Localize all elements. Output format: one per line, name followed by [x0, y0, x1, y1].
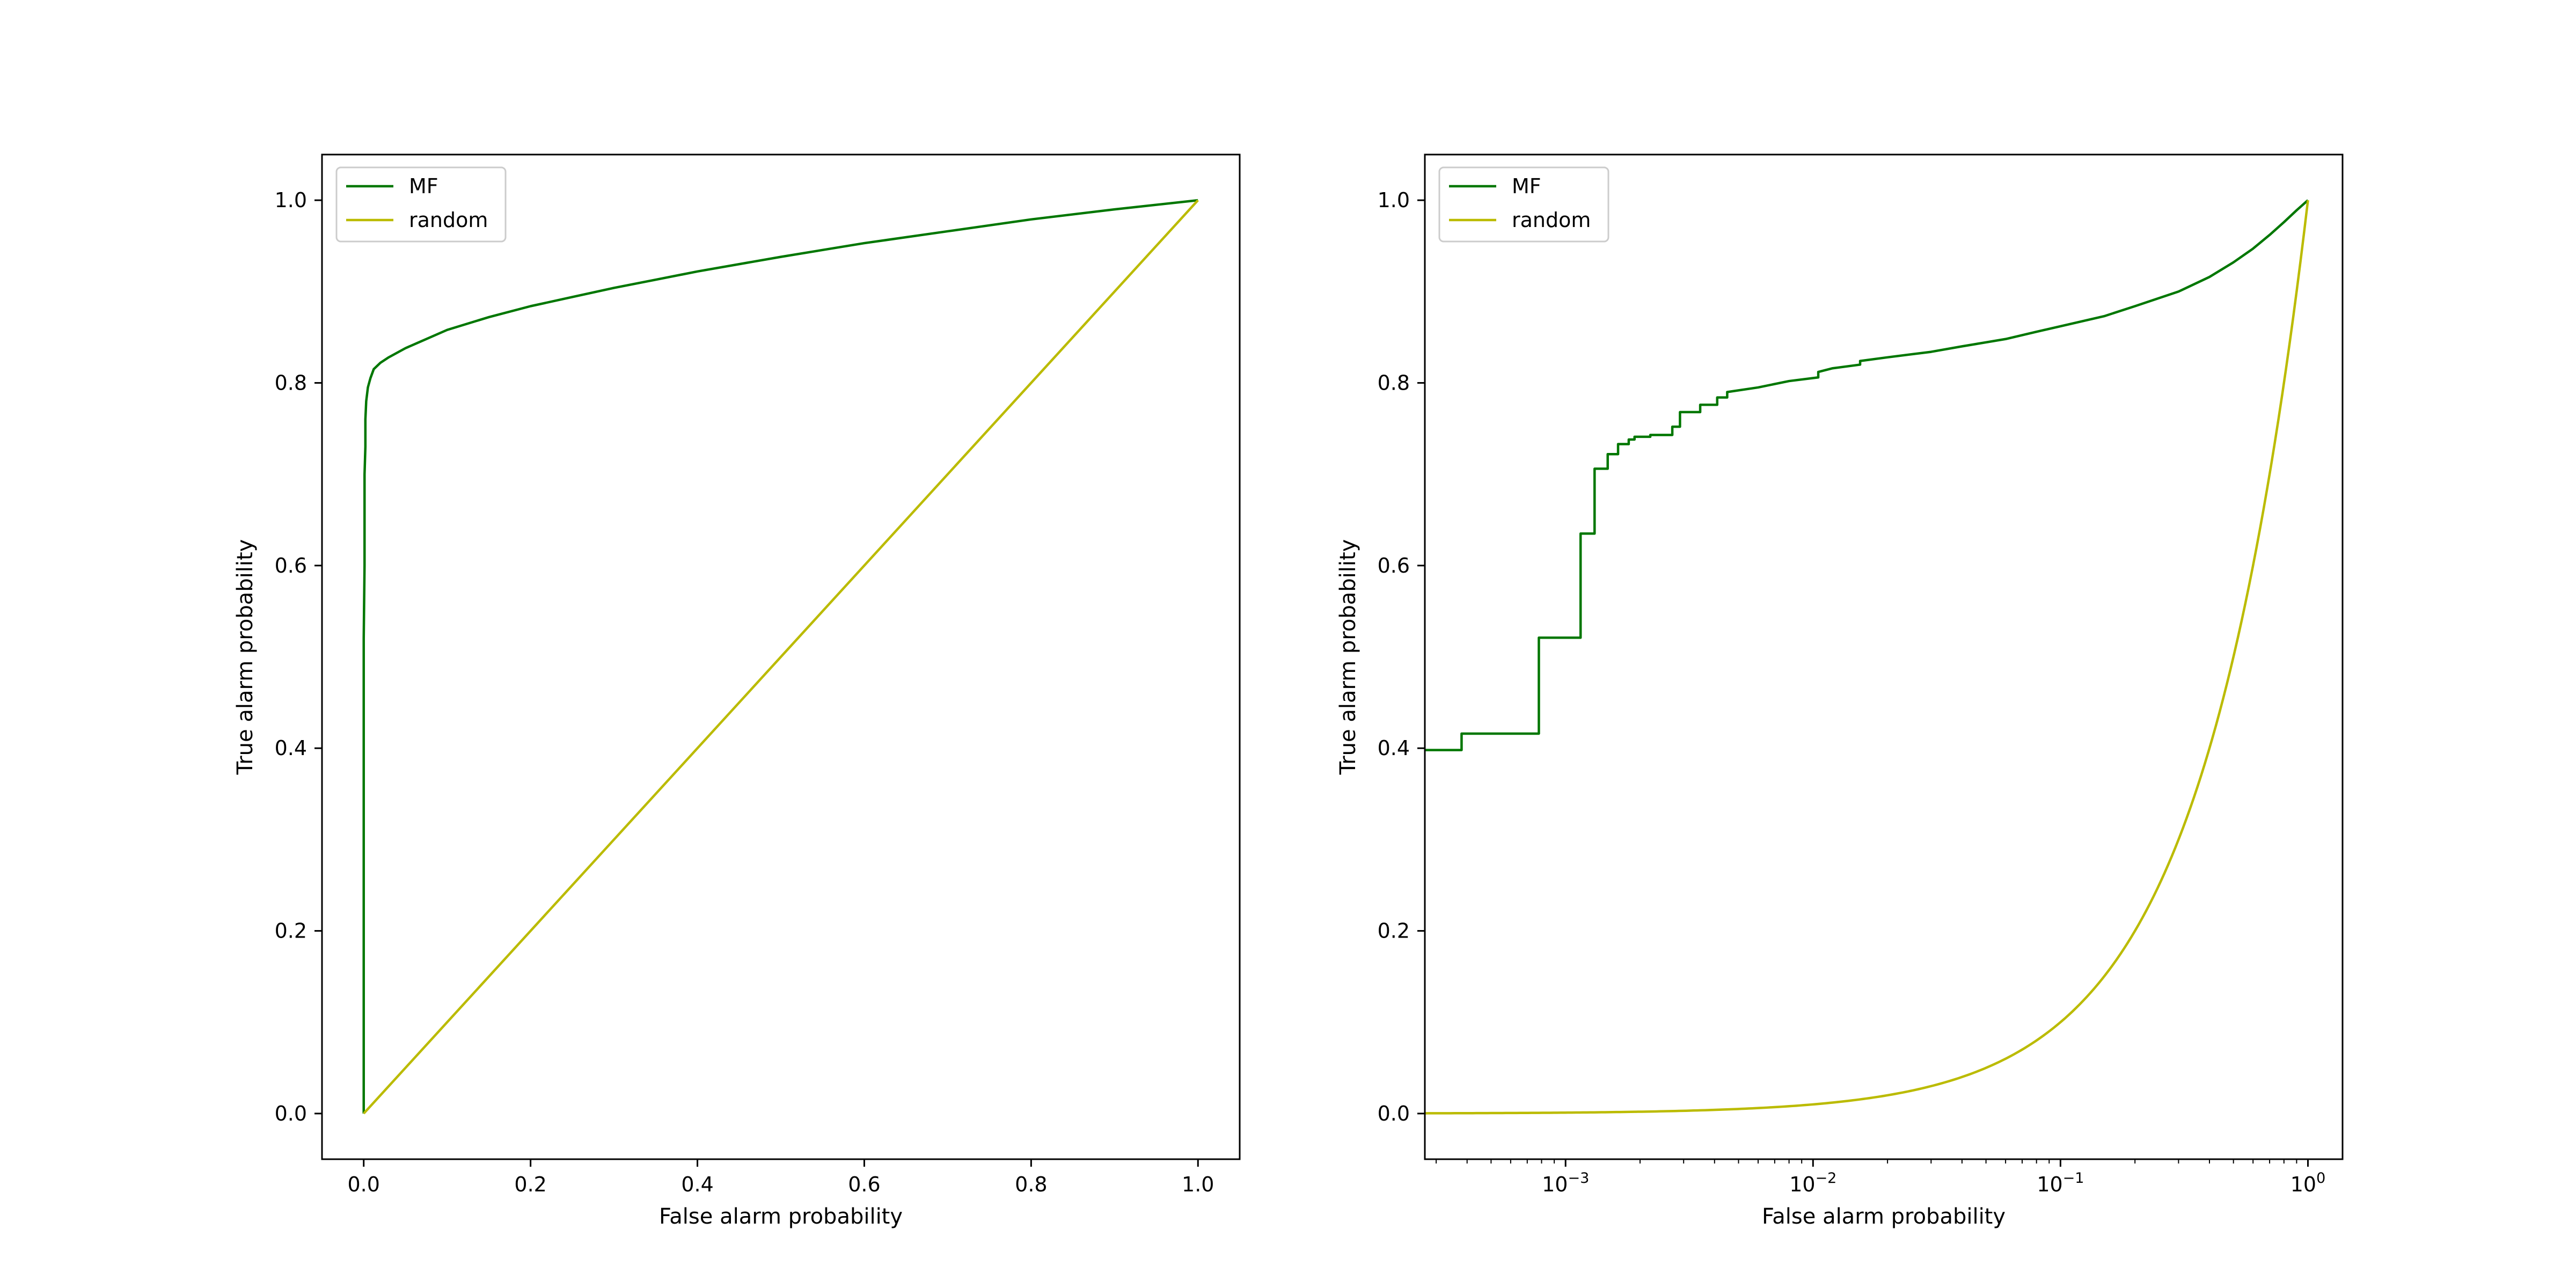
- y-tick-label: 0.4: [275, 736, 307, 760]
- x-tick-label: 10−3: [1542, 1170, 1589, 1196]
- y-ticks: 0.0 0.2 0.4 0.6 0.8 1.0: [1378, 188, 1425, 1125]
- plot-frame: [321, 153, 1241, 1160]
- y-axis-label: True alarm probability: [1336, 539, 1360, 775]
- series-random-line: [1425, 200, 2309, 1115]
- series-mf-line: [1425, 199, 2309, 751]
- y-tick-label: 0.8: [1378, 371, 1410, 394]
- legend: MF random: [1438, 166, 1609, 243]
- legend-random-label: random: [1512, 208, 1591, 232]
- y-axis-label: True alarm probability: [233, 539, 258, 775]
- x-tick-label: 0.2: [514, 1173, 546, 1196]
- series-layer: [1425, 199, 2309, 1115]
- legend-mf-label: MF: [1512, 174, 1541, 198]
- y-tick-label: 0.2: [275, 919, 307, 943]
- roc-linear-panel: 0.0 0.2 0.4 0.6 0.8 1.0 0.0 0.2 0.4 0.6 0.8 1.0 Fa…: [233, 153, 1241, 1229]
- legend-mf-label: MF: [409, 174, 438, 198]
- y-tick-label: 0.8: [275, 371, 307, 394]
- x-tick-label: 10−1: [2037, 1170, 2084, 1196]
- x-tick-label: 1.0: [1182, 1173, 1214, 1196]
- y-tick-label: 0.0: [1378, 1102, 1410, 1125]
- legend-random-label: random: [409, 208, 488, 232]
- x-axis-label: False alarm probability: [659, 1204, 903, 1229]
- roc-log-panel: 10−3 10−2 10−1 100 0.0 0.2 0.4 0.6 0.8 1.0 False…: [1336, 153, 2344, 1229]
- x-axis-label: False alarm probability: [1762, 1204, 2006, 1229]
- x-tick-label: 100: [2290, 1170, 2326, 1196]
- series-random-line: [363, 199, 1199, 1115]
- legend: MF random: [335, 166, 507, 243]
- series-layer: [362, 199, 1199, 1115]
- y-tick-label: 0.6: [1378, 554, 1410, 577]
- y-tick-label: 0.4: [1378, 736, 1410, 760]
- y-ticks: 0.0 0.2 0.4 0.6 0.8 1.0: [275, 188, 322, 1125]
- x-ticks: 10−3 10−2 10−1 100: [1436, 1159, 2325, 1196]
- x-tick-label: 0.4: [681, 1173, 713, 1196]
- y-tick-label: 0.0: [275, 1102, 307, 1125]
- y-tick-label: 0.6: [275, 554, 307, 577]
- x-ticks: 0.0 0.2 0.4 0.6 0.8 1.0: [348, 1159, 1214, 1196]
- x-tick-label: 0.0: [348, 1173, 380, 1196]
- y-tick-label: 0.2: [1378, 919, 1410, 943]
- series-mf-line: [362, 199, 1198, 1114]
- x-tick-label: 0.8: [1015, 1173, 1047, 1196]
- y-tick-label: 1.0: [275, 188, 307, 212]
- x-tick-label: 0.6: [848, 1173, 880, 1196]
- y-tick-label: 1.0: [1378, 188, 1410, 212]
- x-tick-label: 10−2: [1789, 1170, 1836, 1196]
- plot-frame: [1424, 153, 2344, 1160]
